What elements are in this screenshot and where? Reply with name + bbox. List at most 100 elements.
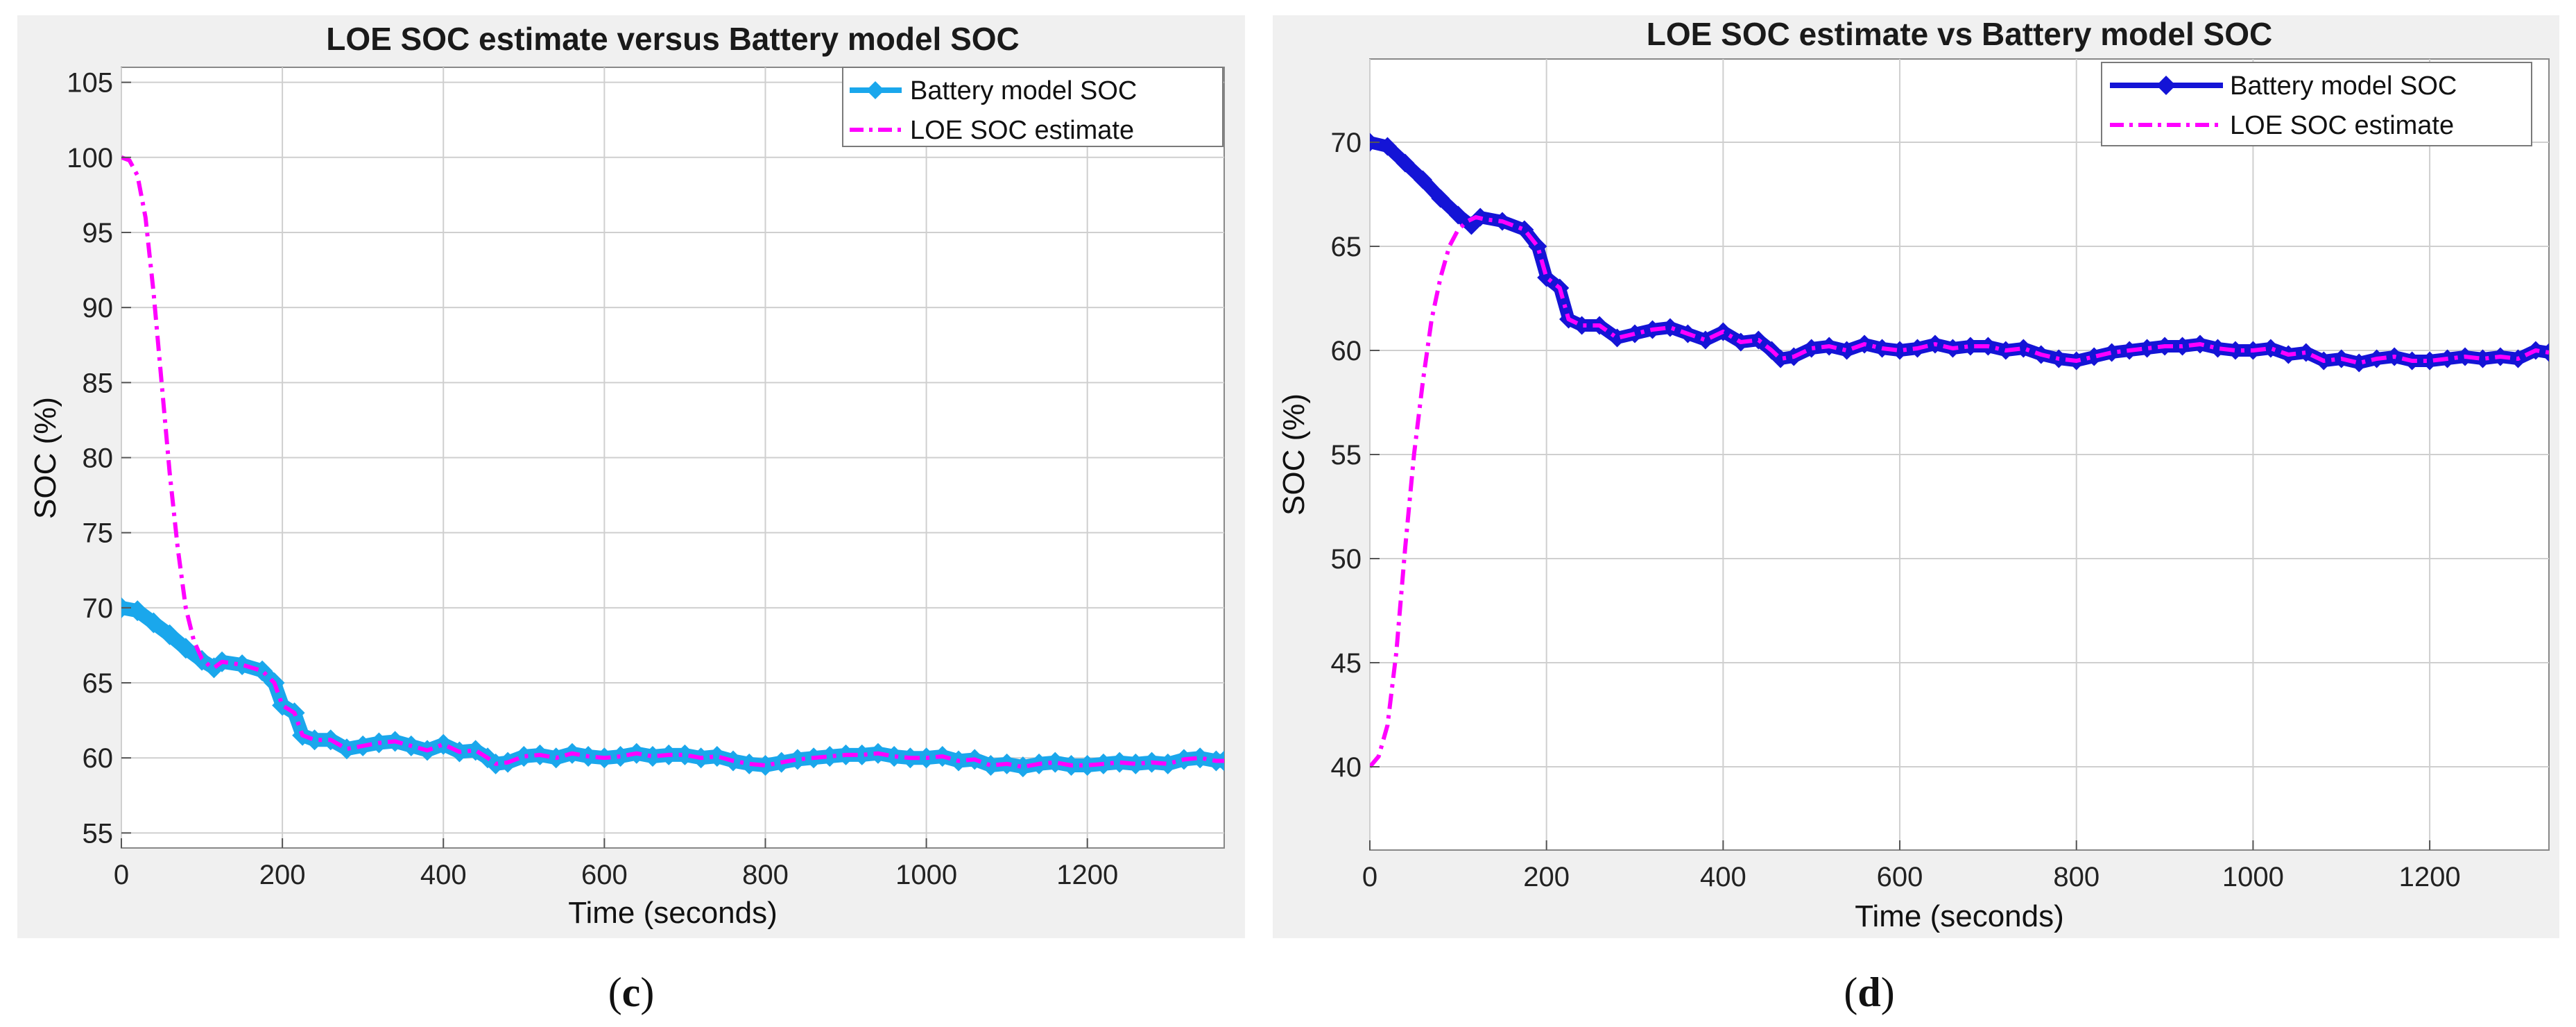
- chart-c-ytick-label: 80: [83, 443, 114, 474]
- chart-c-series: [121, 155, 1224, 778]
- chart-d-legend-box: [2101, 62, 2532, 146]
- chart-c-ticks: 0 200 400 600 800 1000 1200 55 60 65 70 75 80 85 90 95 1…: [67, 68, 1118, 890]
- chart-c-battery-point: [706, 746, 728, 767]
- chart-c-xtick-label: 1200: [1056, 860, 1118, 890]
- chart-d-battery-point: [2013, 339, 2033, 358]
- chart-c-panel-label: (c): [608, 969, 655, 1015]
- chart-c-xtick-label: 200: [259, 860, 306, 890]
- chart-c-title: LOE SOC estimate versus Battery model SO…: [326, 21, 1020, 57]
- chart-c-ytick-label: 75: [83, 518, 114, 549]
- chart-c-grid: [121, 67, 1224, 848]
- chart-d-xlabel: Time (seconds): [1855, 899, 2064, 933]
- chart-c-panel-open: (: [608, 969, 622, 1015]
- chart-d-battery-point: [2084, 347, 2104, 366]
- chart-c-battery-point: [819, 746, 841, 767]
- chart-c-ylabel: SOC (%): [28, 397, 62, 519]
- chart-d-xtick-label: 800: [2053, 862, 2100, 892]
- chart-d-series: [1370, 133, 2549, 768]
- chart-d-battery-point: [1396, 153, 1415, 173]
- chart-d-ytick-label: 65: [1331, 232, 1362, 262]
- chart-d-panel-close: ): [1881, 969, 1895, 1015]
- chart-c-battery-point: [143, 612, 164, 634]
- chart-c-xtick-label: 800: [742, 860, 789, 890]
- chart-c-panel-letter: c: [622, 969, 641, 1015]
- chart-c-battery-point: [1012, 756, 1033, 778]
- chart-d-battery-point: [1413, 170, 1432, 189]
- chart-c-battery-point: [980, 755, 1002, 776]
- chart-d-loe-series-line: [1370, 215, 2549, 768]
- chart-c-battery-point: [1109, 752, 1131, 773]
- chart-c-battery-point: [1076, 755, 1098, 776]
- chart-c: 0 200 400 600 800 1000 1200 55 60 65 70 75 80 85 90 95 1…: [17, 15, 1245, 1015]
- chart-c-xlabel: Time (seconds): [568, 896, 778, 930]
- chart-d-battery-point: [1625, 324, 1645, 343]
- chart-c-xtick-label: 400: [420, 860, 467, 890]
- chart-c-battery-point: [252, 660, 273, 681]
- chart-d-ytick-label: 45: [1331, 648, 1362, 679]
- chart-c-ytick-label: 55: [83, 818, 114, 849]
- chart-d-ytick-label: 55: [1331, 440, 1362, 470]
- chart-c-battery-point: [232, 654, 253, 676]
- chart-d-ytick-label: 70: [1331, 128, 1362, 158]
- chart-c-ytick-label: 105: [67, 68, 113, 99]
- chart-d-legend-loe-label: LOE SOC estimate: [2230, 111, 2454, 140]
- chart-c-battery-point: [1190, 747, 1211, 769]
- chart-d-xtick-label: 400: [1700, 862, 1746, 892]
- chart-d: 0 200 400 600 800 1000 1200 40 45 50 55 60 65 70 LOE …: [1273, 15, 2559, 1015]
- chart-d-battery-point: [1377, 137, 1397, 156]
- chart-d-battery-point: [2420, 351, 2439, 371]
- chart-d-battery-point: [1890, 341, 1909, 360]
- chart-c-battery-point: [851, 744, 873, 765]
- chart-d-ytick-label: 60: [1331, 336, 1362, 366]
- chart-d-legend: Battery model SOC LOE SOC estimate: [2101, 62, 2532, 146]
- chart-d-battery-point: [2349, 353, 2369, 373]
- chart-c-xtick-label: 1000: [895, 860, 957, 890]
- chart-c-ytick-label: 65: [83, 668, 114, 699]
- chart-d-xtick-label: 0: [1362, 862, 1377, 892]
- chart-d-xtick-label: 1200: [2399, 862, 2461, 892]
- chart-d-battery-point: [1537, 268, 1556, 287]
- chart-d-ytick-label: 50: [1331, 544, 1362, 575]
- chart-c-battery-point: [755, 755, 776, 776]
- chart-d-battery-point: [2102, 343, 2122, 362]
- chart-c-ytick-label: 70: [83, 593, 114, 624]
- chart-d-legend-battery-label: Battery model SOC: [2230, 71, 2457, 101]
- chart-d-battery-point: [2226, 341, 2245, 360]
- chart-c-xtick-label: 600: [581, 860, 628, 890]
- chart-c-battery-point: [1125, 753, 1147, 774]
- chart-d-xtick-label: 200: [1523, 862, 1570, 892]
- chart-c-battery-point: [610, 746, 631, 767]
- chart-c-battery-point: [433, 733, 454, 755]
- chart-d-battery-point: [1837, 341, 1857, 360]
- chart-c-battery-point: [884, 746, 905, 767]
- chart-d-ticks: 0 200 400 600 800 1000 1200 40 45 50 55 60 65 70: [1331, 128, 2461, 892]
- chart-d-title: LOE SOC estimate vs Battery model SOC: [1647, 16, 2272, 52]
- chart-d-battery-point: [2208, 339, 2227, 358]
- chart-d-battery-point: [1961, 337, 1980, 356]
- chart-c-battery-point: [787, 749, 808, 770]
- chart-d-battery-point: [1802, 339, 1821, 358]
- chart-c-ytick-label: 95: [83, 218, 114, 248]
- chart-c-battery-point: [642, 746, 663, 767]
- chart-c-xtick-label: 0: [114, 860, 129, 890]
- chart-d-battery-point: [2296, 343, 2316, 362]
- chart-d-battery-point: [1660, 318, 1680, 337]
- chart-d-battery-point: [1696, 330, 1715, 350]
- chart-c-ytick-label: 90: [83, 293, 114, 323]
- chart-c-ytick-label: 85: [83, 368, 114, 398]
- chart-c-battery-point: [159, 624, 180, 645]
- chart-c-legend-loe-label: LOE SOC estimate: [910, 116, 1134, 145]
- chart-d-battery-point: [2539, 343, 2549, 362]
- chart-c-ytick-label: 60: [83, 743, 114, 774]
- chart-c-battery-point: [127, 600, 148, 622]
- chart-d-battery-point: [2138, 339, 2157, 358]
- chart-c-battery-point: [304, 729, 325, 751]
- chart-d-battery-point: [2261, 339, 2281, 358]
- chart-d-battery-point: [1572, 316, 1592, 335]
- chart-d-panel-open: (: [1844, 969, 1857, 1015]
- chart-c-battery-point: [1157, 753, 1178, 774]
- chart-c-battery-point: [739, 753, 760, 774]
- chart-c-legend-battery-marker: [866, 81, 884, 99]
- chart-d-battery-point: [2473, 349, 2492, 368]
